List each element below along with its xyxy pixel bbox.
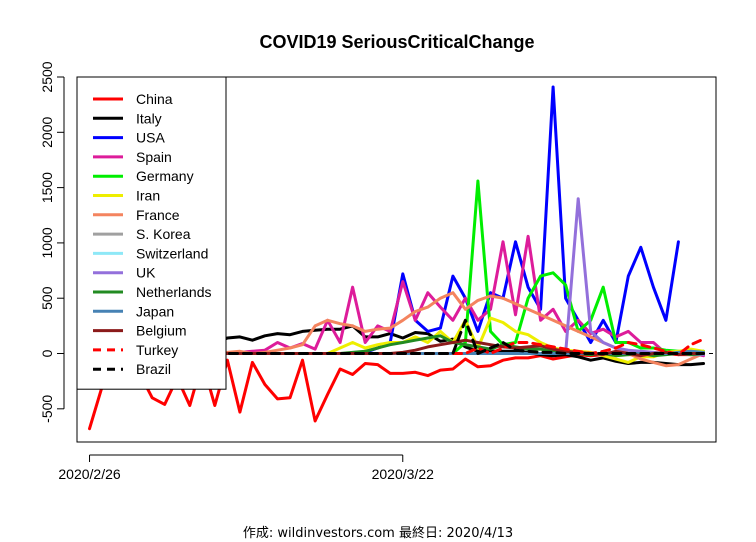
legend-label: Switzerland: [136, 245, 208, 261]
legend-label: USA: [136, 130, 165, 146]
legend-label: Spain: [136, 149, 172, 165]
legend-label: Netherlands: [136, 284, 212, 300]
legend-label: Italy: [136, 110, 162, 126]
legend: China Italy USA Spain Germany Iran France S. Ko…: [76, 76, 227, 390]
legend-label: Belgium: [136, 323, 187, 339]
legend-label: Germany: [136, 168, 194, 184]
legend-label: Turkey: [136, 342, 178, 358]
legend-label: S. Korea: [136, 226, 191, 242]
y-tick-label: 2500: [39, 61, 55, 92]
y-tick-label: 0: [39, 349, 55, 357]
y-tick-label: 1000: [39, 227, 55, 258]
legend-label: Brazil: [136, 361, 171, 377]
legend-label: China: [136, 91, 173, 107]
y-tick-label: 500: [39, 286, 55, 310]
legend-label: Japan: [136, 303, 174, 319]
legend-label: France: [136, 207, 180, 223]
y-tick-label: -500: [39, 395, 55, 423]
chart-title: COVID19 SeriousCriticalChange: [259, 32, 534, 52]
y-tick-label: 2000: [39, 117, 55, 148]
x-tick-label: 2020/3/22: [372, 466, 434, 482]
x-tick-label: 2020/2/26: [58, 466, 120, 482]
legend-label: UK: [136, 265, 156, 281]
axes: -500 0 500 1000 1500 2000 2500 2020/2/26 2020/3/…: [39, 61, 717, 482]
chart-credit: 作成: wildinvestors.com 最終日: 2020/4/13: [242, 526, 514, 541]
y-tick-label: 1500: [39, 172, 55, 203]
legend-label: Iran: [136, 188, 160, 204]
